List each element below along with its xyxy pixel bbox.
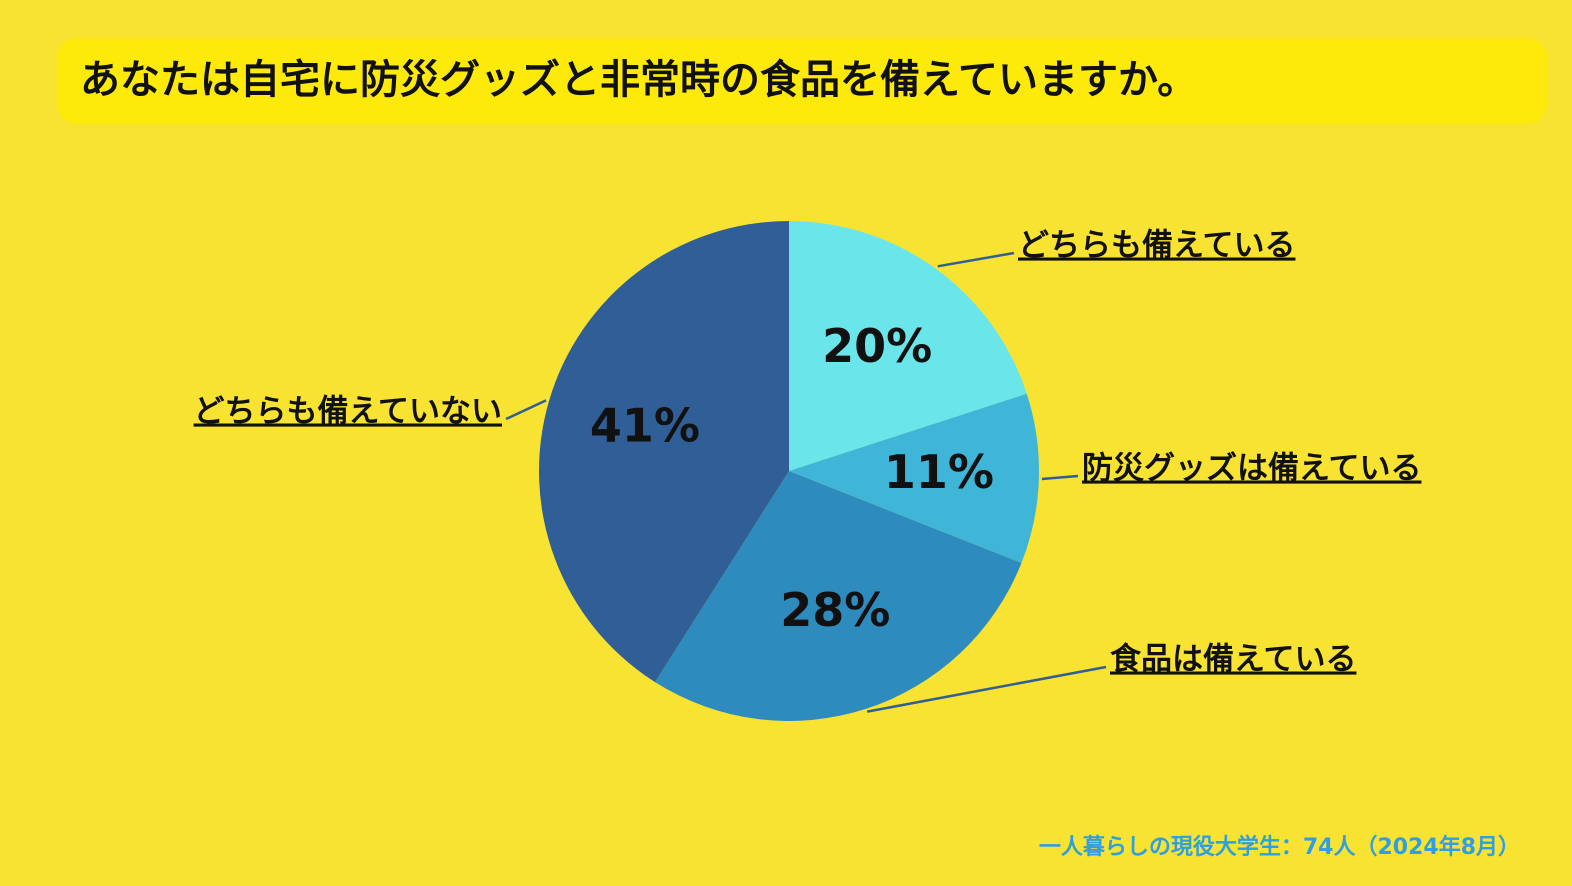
pie-slice (655, 471, 1022, 721)
value-label: 20% (822, 319, 932, 373)
pie-slice (789, 393, 1039, 564)
leader-line (937, 251, 1015, 268)
value-label: 41% (590, 399, 700, 453)
pie-slice (539, 221, 789, 683)
pie-slice (789, 221, 1027, 471)
chart-title: あなたは自宅に防災グッズと非常時の食品を備えていますか。 (80, 57, 1197, 103)
category-label: どちらも備えている (1018, 228, 1295, 264)
leader-line (1041, 474, 1079, 481)
leader-line (505, 399, 547, 421)
category-label: 食品は備えている (1110, 642, 1356, 678)
leader-line (866, 665, 1107, 713)
value-label: 28% (780, 583, 890, 637)
title-box (57, 38, 1547, 124)
category-label: 防災グッズは備えている (1082, 451, 1421, 487)
value-label: 11% (884, 445, 994, 499)
note: 一人暮らしの現役大学生：74人（2024年8月） (1039, 834, 1520, 860)
category-label: どちらも備えていない (194, 394, 502, 430)
